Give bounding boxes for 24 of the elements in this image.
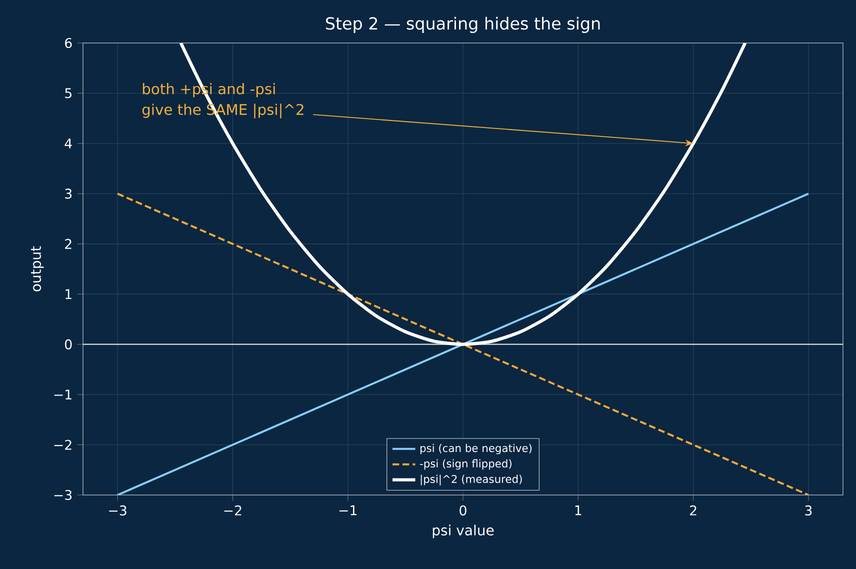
legend-label: psi (can be negative): [420, 444, 532, 454]
y-tick-label: −2: [54, 440, 72, 450]
line-series: [179, 43, 747, 346]
y-tick-label: −1: [54, 390, 72, 400]
chart-title: Step 2 — squaring hides the sign: [326, 16, 600, 33]
x-tick-label: −1: [339, 505, 356, 516]
legend-label: -psi (sign flipped): [420, 459, 512, 470]
y-tick-label: −3: [54, 490, 72, 500]
x-tick-label: −2: [224, 505, 242, 516]
y-axis-title: output: [31, 246, 44, 292]
y-tick-label: 1: [66, 289, 72, 299]
x-tick-label: 1: [575, 505, 582, 516]
x-axis-title: psi value: [432, 524, 494, 538]
y-tick-label: 0: [65, 339, 72, 350]
x-tick-label: 0: [460, 505, 466, 516]
x-tick-label: −3: [109, 505, 126, 516]
y-tick-label: 4: [64, 138, 72, 148]
x-tick-label: 2: [690, 505, 696, 516]
y-tick-label: 6: [65, 38, 72, 48]
y-tick-label: 2: [65, 238, 72, 249]
y-tick-label: 3: [65, 188, 72, 199]
legend-label: |psi|^2 (measured): [420, 474, 522, 486]
x-tick-label: 3: [805, 505, 812, 516]
y-tick-label: 5: [65, 88, 72, 98]
